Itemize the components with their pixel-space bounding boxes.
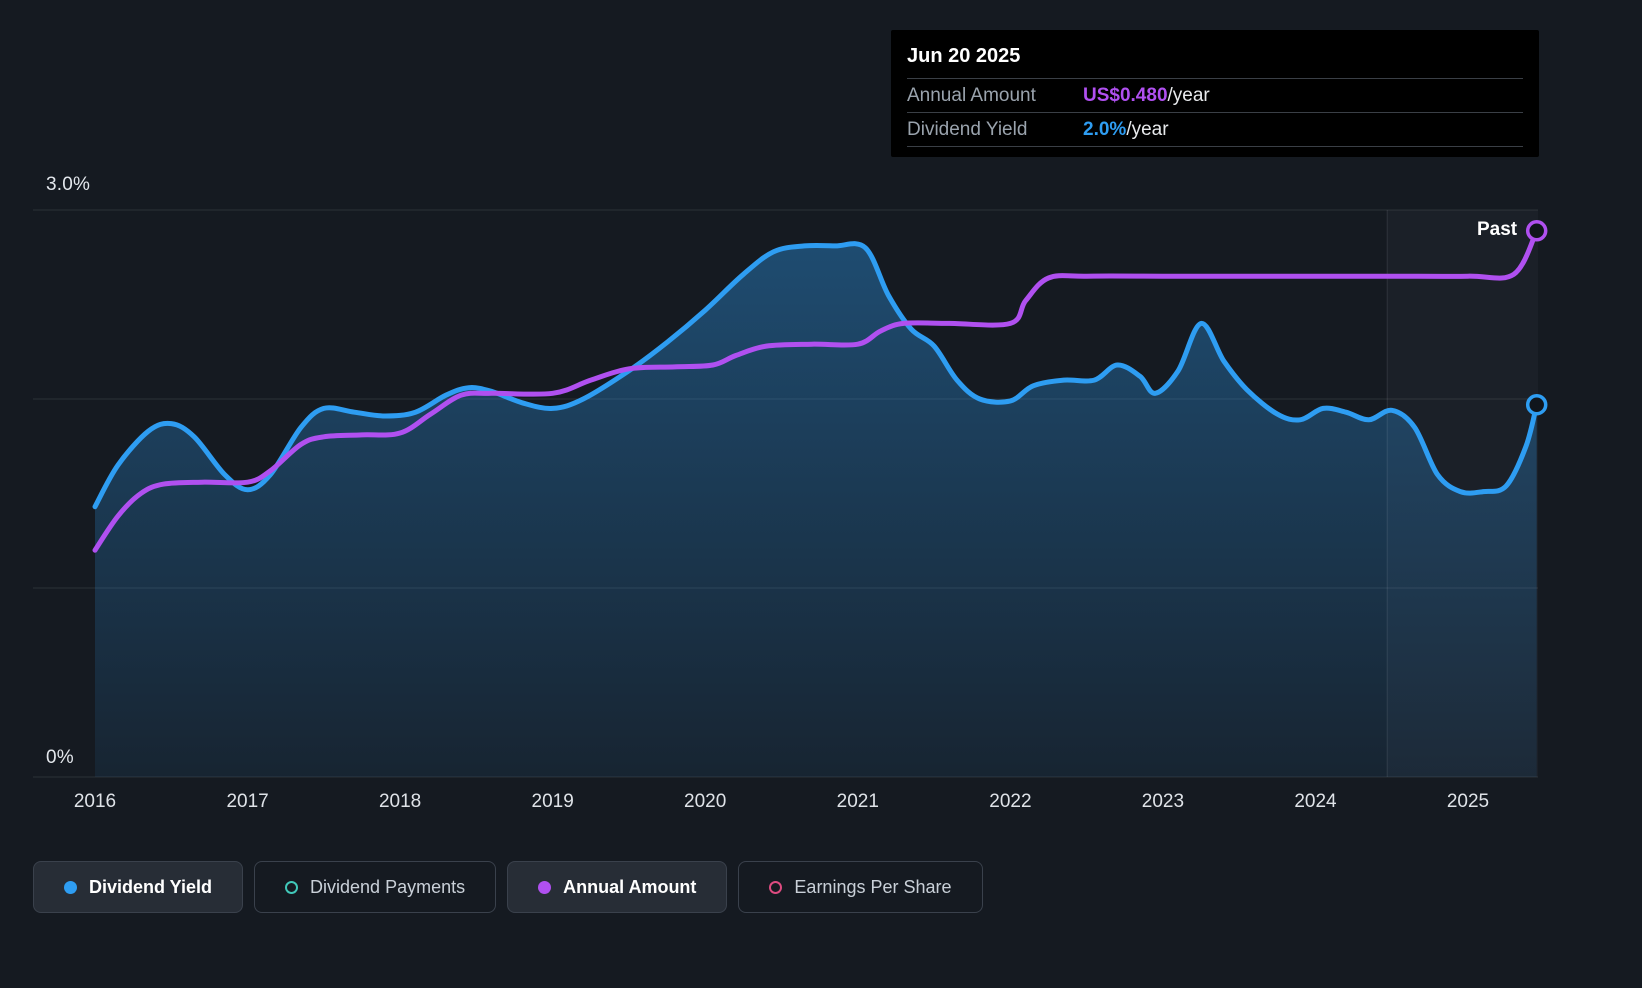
legend-toggle-earnings-per-share[interactable]: Earnings Per Share — [738, 861, 983, 913]
legend-toggle-dividend-yield[interactable]: Dividend Yield — [33, 861, 244, 913]
dividend-payments-marker-icon — [285, 880, 299, 894]
x-tick-2017: 2017 — [226, 791, 269, 812]
x-tick-2019: 2019 — [531, 791, 574, 812]
legend-toggle-dividend-payments[interactable]: Dividend Payments — [254, 861, 497, 913]
x-tick-2021: 2021 — [836, 791, 879, 812]
legend-label: Earnings Per Share — [794, 876, 952, 897]
x-tick-2025: 2025 — [1446, 791, 1490, 812]
tooltip-row: Annual Amount US$0.480/year — [907, 79, 1523, 113]
dividend-yield-area — [95, 243, 1537, 777]
chart-legend: Dividend Yield Dividend Payments Annual Am… — [33, 861, 983, 913]
past-region-label: Past — [1477, 219, 1518, 240]
x-axis: 2016 2017 2018 2019 2020 2021 2022 2023 2024 2025 — [0, 791, 1642, 817]
tooltip-row-label: Annual Amount — [907, 84, 1036, 106]
tooltip-date: Jun 20 2025 — [907, 40, 1523, 79]
legend-label: Dividend Payments — [310, 876, 466, 897]
legend-label: Dividend Yield — [89, 876, 213, 897]
tooltip-row: Dividend Yield 2.0%/year — [907, 113, 1523, 147]
tooltip-row-value: US$0.480/year — [1083, 84, 1210, 106]
x-tick-2016: 2016 — [73, 791, 117, 812]
x-tick-2024: 2024 — [1294, 791, 1337, 812]
x-tick-2023: 2023 — [1141, 791, 1185, 812]
dividend-yield-line — [92, 241, 1540, 510]
x-tick-2020: 2020 — [684, 791, 727, 812]
annual-amount-line — [92, 228, 1540, 553]
tooltip-row-label: Dividend Yield — [907, 118, 1028, 140]
annual-amount-end-marker — [1525, 220, 1548, 242]
annual-amount-marker-icon — [538, 880, 552, 894]
y-axis-label-bottom: 0% — [46, 747, 74, 768]
dividend-yield-end-marker — [1525, 393, 1548, 416]
earnings-per-share-marker-icon — [769, 880, 783, 894]
legend-label: Annual Amount — [563, 876, 697, 897]
x-tick-2018: 2018 — [378, 791, 422, 812]
legend-toggle-annual-amount[interactable]: Annual Amount — [507, 861, 728, 913]
tooltip-rows: Annual Amount US$0.480/year Dividend Yield… — [907, 79, 1523, 147]
chart-tooltip: Jun 20 2025 Annual Amount US$0.480/year Di… — [891, 30, 1539, 157]
x-tick-2022: 2022 — [989, 791, 1032, 812]
tooltip-row-value: 2.0%/year — [1083, 118, 1169, 140]
y-axis-label-top: 3.0% — [46, 174, 91, 195]
dividend-yield-marker-icon — [64, 880, 77, 894]
